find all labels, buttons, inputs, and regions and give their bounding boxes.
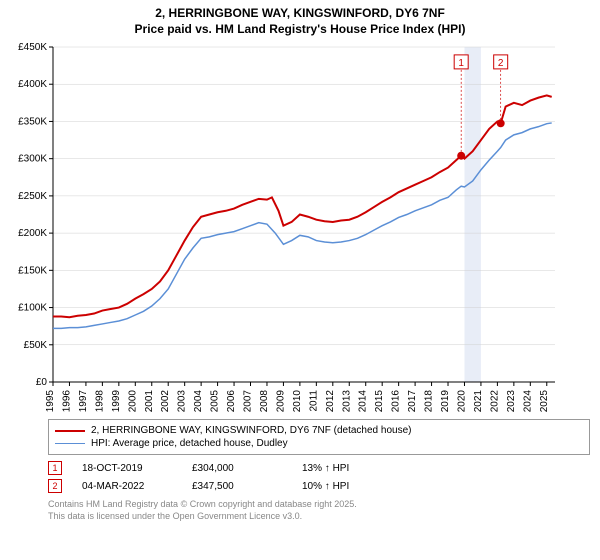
- svg-text:2014: 2014: [358, 390, 369, 413]
- marker-date: 04-MAR-2022: [82, 481, 172, 492]
- svg-text:2017: 2017: [407, 390, 418, 413]
- svg-text:2013: 2013: [341, 390, 352, 413]
- svg-text:2001: 2001: [144, 390, 155, 413]
- marker-row: 1 18-OCT-2019 £304,000 13% ↑ HPI: [48, 459, 600, 477]
- marker-delta: 10% ↑ HPI: [302, 481, 392, 492]
- svg-text:2002: 2002: [160, 390, 171, 413]
- legend-swatch: [55, 430, 85, 432]
- legend-box: 2, HERRINGBONE WAY, KINGSWINFORD, DY6 7N…: [48, 419, 590, 455]
- chart-svg: £0 £50K £100K £150K £200K £250K £300K £350K £400…: [5, 37, 565, 417]
- svg-text:2015: 2015: [374, 390, 385, 413]
- svg-text:2008: 2008: [259, 390, 270, 413]
- svg-text:2006: 2006: [226, 390, 237, 413]
- svg-text:2010: 2010: [292, 390, 303, 413]
- svg-text:2025: 2025: [539, 390, 550, 413]
- svg-text:1: 1: [458, 58, 464, 69]
- svg-text:£450K: £450K: [18, 42, 47, 53]
- legend-row: 2, HERRINGBONE WAY, KINGSWINFORD, DY6 7N…: [55, 424, 583, 437]
- svg-text:2003: 2003: [177, 390, 188, 413]
- marker-table: 1 18-OCT-2019 £304,000 13% ↑ HPI 2 04-MAR-202…: [48, 459, 600, 495]
- svg-text:£350K: £350K: [18, 117, 47, 128]
- svg-text:2023: 2023: [506, 390, 517, 413]
- svg-text:£400K: £400K: [18, 79, 47, 90]
- marker-date: 18-OCT-2019: [82, 463, 172, 474]
- svg-text:2009: 2009: [275, 390, 286, 413]
- svg-text:2020: 2020: [456, 390, 467, 413]
- legend-label: 2, HERRINGBONE WAY, KINGSWINFORD, DY6 7N…: [91, 425, 411, 436]
- svg-text:1999: 1999: [111, 390, 122, 413]
- marker-number-box: 2: [48, 479, 62, 493]
- marker-delta: 13% ↑ HPI: [302, 463, 392, 474]
- svg-text:£0: £0: [36, 377, 48, 388]
- title-line2: Price paid vs. HM Land Registry's House …: [0, 22, 600, 38]
- svg-text:2024: 2024: [522, 390, 533, 413]
- chart-title: 2, HERRINGBONE WAY, KINGSWINFORD, DY6 7N…: [0, 0, 600, 37]
- svg-text:2: 2: [498, 58, 504, 69]
- svg-text:1997: 1997: [78, 390, 89, 413]
- legend-label: HPI: Average price, detached house, Dudl…: [91, 438, 288, 449]
- footer-line2: This data is licensed under the Open Gov…: [48, 511, 600, 523]
- chart-container: 2, HERRINGBONE WAY, KINGSWINFORD, DY6 7N…: [0, 0, 600, 560]
- svg-text:1995: 1995: [45, 390, 56, 413]
- svg-text:£250K: £250K: [18, 191, 47, 202]
- legend-swatch: [55, 443, 85, 445]
- svg-text:1996: 1996: [61, 390, 72, 413]
- svg-text:2011: 2011: [308, 390, 319, 412]
- svg-text:2007: 2007: [243, 390, 254, 413]
- svg-text:£200K: £200K: [18, 228, 47, 239]
- chart-area: £0 £50K £100K £150K £200K £250K £300K £350K £400…: [5, 37, 565, 417]
- marker-price: £347,500: [192, 481, 282, 492]
- svg-text:£50K: £50K: [24, 340, 48, 351]
- svg-text:1998: 1998: [94, 390, 105, 413]
- marker-number-box: 1: [48, 461, 62, 475]
- footer-line1: Contains HM Land Registry data © Crown c…: [48, 499, 600, 511]
- svg-text:2021: 2021: [473, 390, 484, 413]
- svg-text:£150K: £150K: [18, 266, 47, 277]
- marker-row: 2 04-MAR-2022 £347,500 10% ↑ HPI: [48, 477, 600, 495]
- title-line1: 2, HERRINGBONE WAY, KINGSWINFORD, DY6 7N…: [0, 6, 600, 22]
- svg-text:2000: 2000: [127, 390, 138, 413]
- svg-text:2018: 2018: [424, 390, 435, 413]
- svg-text:2005: 2005: [210, 390, 221, 413]
- svg-text:£300K: £300K: [18, 154, 47, 165]
- svg-text:2012: 2012: [325, 390, 336, 413]
- marker-price: £304,000: [192, 463, 282, 474]
- svg-text:£100K: £100K: [18, 303, 47, 314]
- svg-text:2016: 2016: [391, 390, 402, 413]
- footer-text: Contains HM Land Registry data © Crown c…: [48, 499, 600, 522]
- svg-text:2004: 2004: [193, 390, 204, 413]
- legend-row: HPI: Average price, detached house, Dudl…: [55, 437, 583, 450]
- svg-text:2019: 2019: [440, 390, 451, 413]
- svg-text:2022: 2022: [489, 390, 500, 413]
